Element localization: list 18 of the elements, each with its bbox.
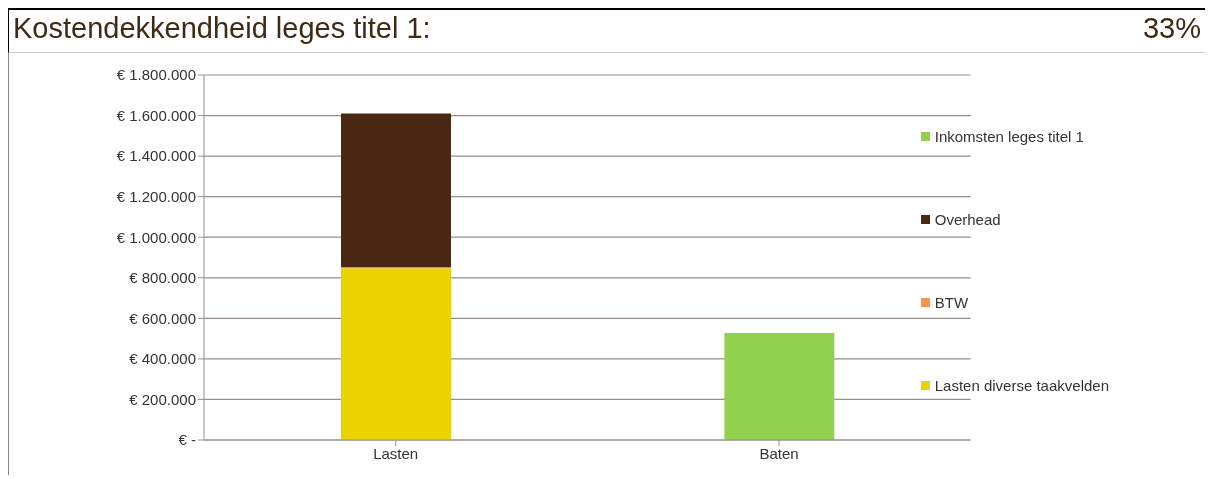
x-tick-label: Baten (759, 444, 799, 462)
y-tick-label: € 1.800.000 (116, 66, 196, 84)
y-tick-label: € 800.000 (129, 269, 196, 287)
y-tick-label: € 1.000.000 (116, 228, 196, 246)
y-tick-label: € 600.000 (129, 309, 196, 327)
y-tick-label: € 1.600.000 (116, 106, 196, 124)
y-tick-label: € 400.000 (129, 350, 196, 368)
legend-label: Overhead (934, 211, 1001, 228)
legend-label: BTW (934, 294, 969, 311)
y-tick-label: € - (178, 431, 196, 449)
legend-label: Inkomsten leges titel 1 (934, 128, 1084, 145)
y-tick-label: € 1.200.000 (116, 187, 196, 205)
chart-title: Kostendekkendheid leges titel 1: (13, 12, 431, 46)
y-tick-label: € 1.400.000 (116, 147, 196, 165)
y-tick-label: € 200.000 (129, 390, 196, 408)
text: 33% (1142, 12, 1201, 46)
x-tick-label: Lasten (373, 444, 419, 462)
legend-label: Lasten diverse taakvelden (934, 377, 1109, 394)
